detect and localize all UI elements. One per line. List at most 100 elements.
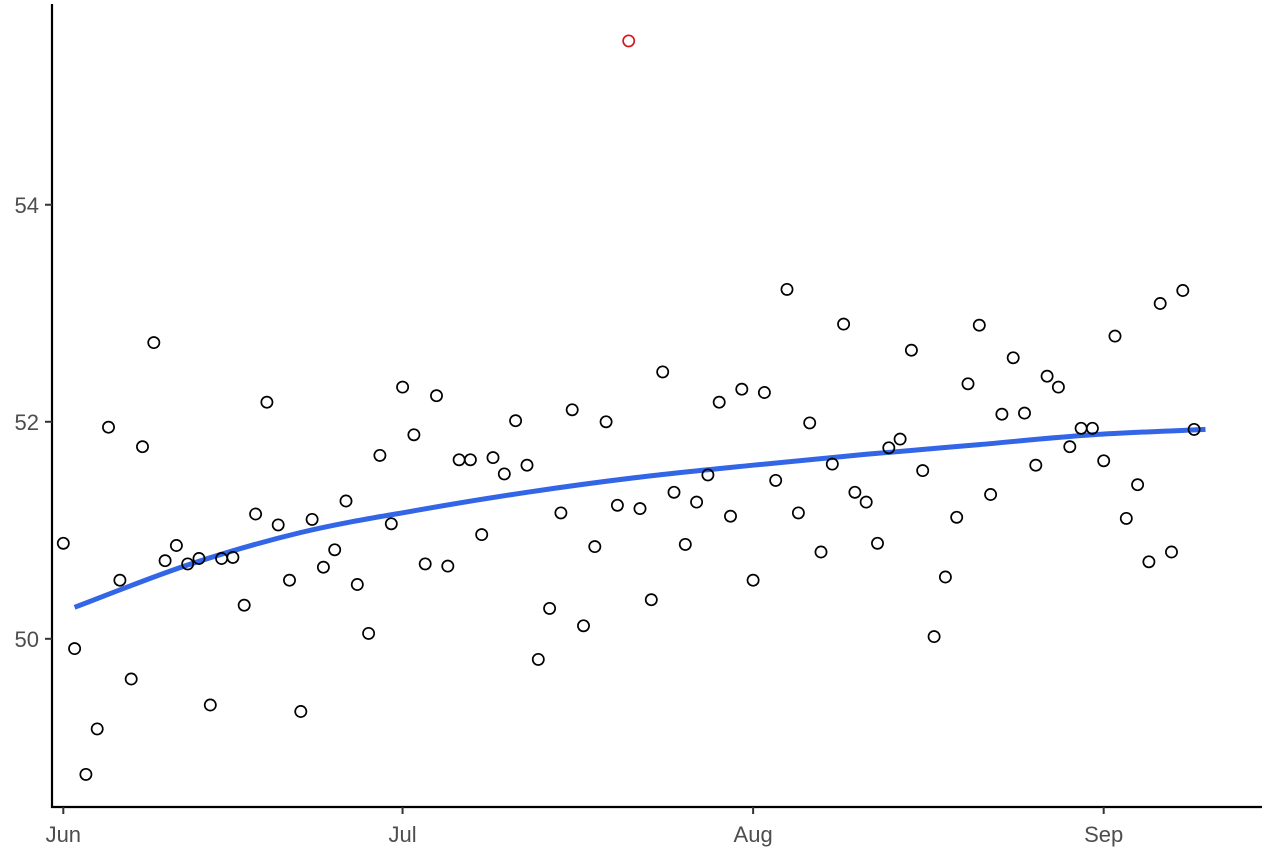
data-point [904,343,918,357]
data-point [803,416,817,430]
x-tick-label: Aug [734,822,773,847]
data-point [938,570,952,584]
data-point [328,543,342,557]
y-tick-label: 52 [15,410,39,435]
data-point [113,573,127,587]
data-point [995,407,1009,421]
data-point [780,282,794,296]
data-point [350,578,364,591]
data-point [769,473,783,487]
data-point [882,441,896,455]
data-point [633,502,647,516]
data-point [690,495,704,509]
data-point [1165,545,1178,559]
data-point [1119,511,1133,525]
data-point [599,415,613,429]
data-point [452,453,466,467]
data-point [430,389,443,403]
data-point [497,467,511,481]
data-point [927,630,941,644]
data-point [475,528,489,542]
data-point [294,705,308,718]
data-point [1085,421,1099,435]
data-point [339,494,353,508]
data-point [950,510,964,524]
data-point [791,506,805,520]
y-tick-label: 50 [15,627,39,652]
data-point [203,698,217,712]
data-point [68,642,82,656]
data-point [916,464,930,478]
data-point [554,506,568,520]
data-point [147,336,161,350]
data-point [859,495,873,509]
data-point [158,554,172,568]
data-point [260,395,274,409]
data-point [418,557,432,571]
y-tick-label: 54 [15,193,39,218]
data-point [102,420,115,434]
data-point [961,377,975,391]
data-point [1006,351,1020,365]
plot-area [56,34,1206,781]
data-point [701,468,715,482]
data-point [463,453,477,467]
data-point [984,488,998,501]
outlier-point [622,34,636,48]
data-point [136,440,149,454]
data-point [407,428,421,442]
x-tick-label: Jun [46,822,81,847]
data-point [226,550,240,564]
data-point [373,448,387,462]
data-point [56,536,70,550]
data-point [1108,329,1122,343]
data-point [441,559,455,573]
x-tick-label: Jul [388,822,416,847]
data-point [1029,458,1043,472]
data-point [972,318,986,332]
data-point [667,485,681,499]
data-point [486,451,500,465]
data-point [1131,478,1145,492]
data-point [1176,284,1190,297]
data-point [1040,369,1054,383]
data-point [1142,555,1156,569]
data-point [837,317,851,331]
data-point [396,380,410,394]
data-point [848,485,862,499]
data-point [316,560,330,574]
data-point [181,557,195,571]
data-point [520,458,534,472]
data-point [509,414,523,428]
data-point [565,403,579,417]
data-point [79,767,93,781]
data-point [644,593,658,607]
data-point [577,619,590,633]
data-point [735,382,749,396]
data-point [1051,380,1065,394]
data-point [825,457,839,471]
data-point [90,722,104,736]
trend-line [73,426,1206,610]
data-point [1063,440,1077,454]
data-point [192,552,206,565]
data-point [893,432,907,446]
data-point [814,545,828,559]
data-point [1097,454,1111,468]
data-point [169,539,183,552]
data-point [305,512,319,526]
data-point [1074,421,1088,435]
data-point [1153,297,1167,310]
data-point [1187,422,1201,436]
data-point [249,507,263,521]
data-point [656,365,670,379]
data-point [712,395,726,409]
data-point [678,537,692,551]
y-axis: 50 52 54 [15,4,54,808]
data-point [1018,406,1031,420]
data-point [543,601,557,615]
data-point [724,509,737,523]
data-point [271,518,285,532]
data-point [871,536,884,550]
data-point [757,386,771,399]
